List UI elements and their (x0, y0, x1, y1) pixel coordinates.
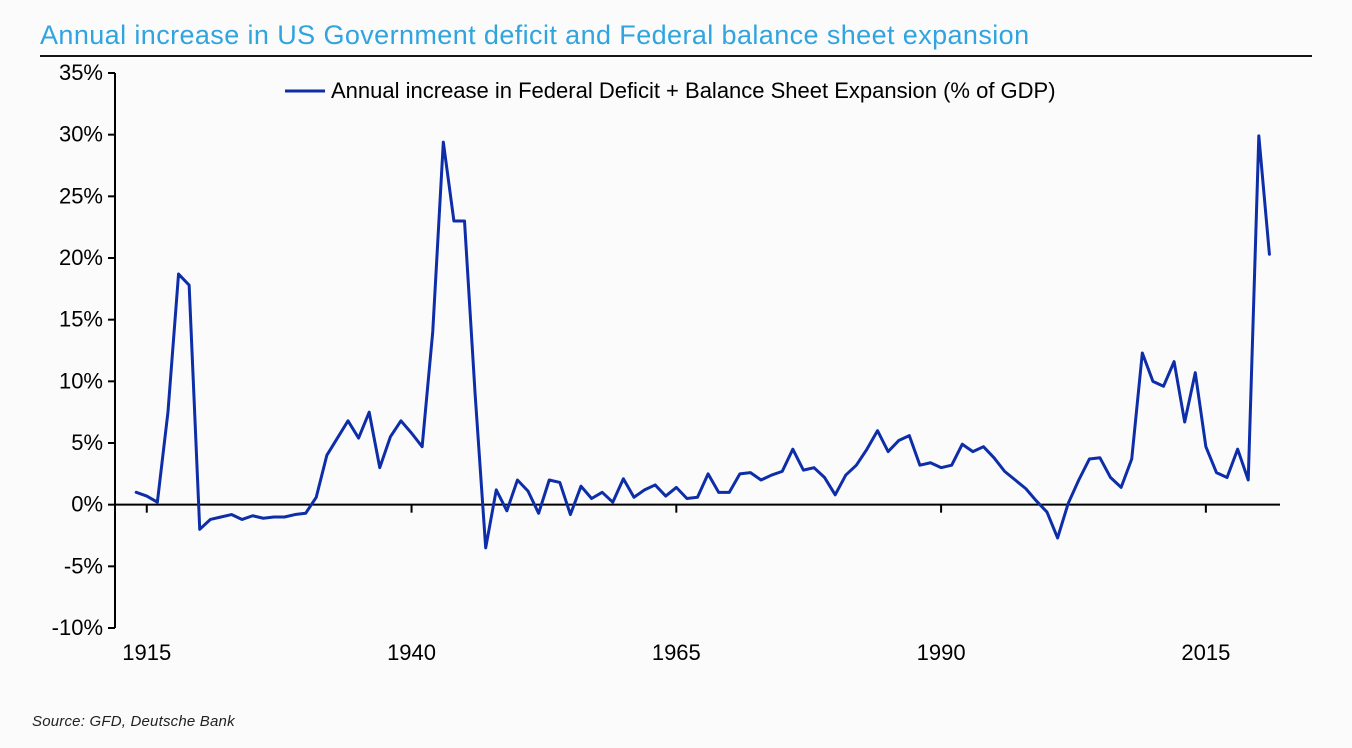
title-underline (40, 55, 1312, 57)
series-line (136, 136, 1269, 548)
y-tick-label: 35% (59, 63, 103, 85)
y-tick-label: 15% (59, 307, 103, 332)
y-tick-label: -10% (52, 615, 103, 640)
chart-title: Annual increase in US Government deficit… (40, 20, 1312, 51)
y-tick-label: 5% (71, 430, 103, 455)
y-tick-label: 10% (59, 368, 103, 393)
y-tick-label: 25% (59, 183, 103, 208)
legend-label: Annual increase in Federal Deficit + Bal… (331, 78, 1056, 103)
source-attribution: Source: GFD, Deutsche Bank (32, 713, 235, 730)
y-tick-label: 30% (59, 122, 103, 147)
chart-container: Annual increase in US Government deficit… (0, 0, 1352, 748)
x-tick-label: 1915 (122, 640, 171, 665)
y-tick-label: -5% (64, 553, 103, 578)
x-tick-label: 1965 (652, 640, 701, 665)
y-tick-label: 0% (71, 492, 103, 517)
x-tick-label: 1940 (387, 640, 436, 665)
y-tick-label: 20% (59, 245, 103, 270)
x-tick-label: 2015 (1181, 640, 1230, 665)
x-tick-label: 1990 (917, 640, 966, 665)
chart-svg: -10% -5% 0% 5% 10% 15% 20% 25% 30% 35% 1915 1940 196… (40, 63, 1300, 673)
chart-plot-area: -10% -5% 0% 5% 10% 15% 20% 25% 30% 35% 1915 1940 196… (40, 63, 1300, 673)
